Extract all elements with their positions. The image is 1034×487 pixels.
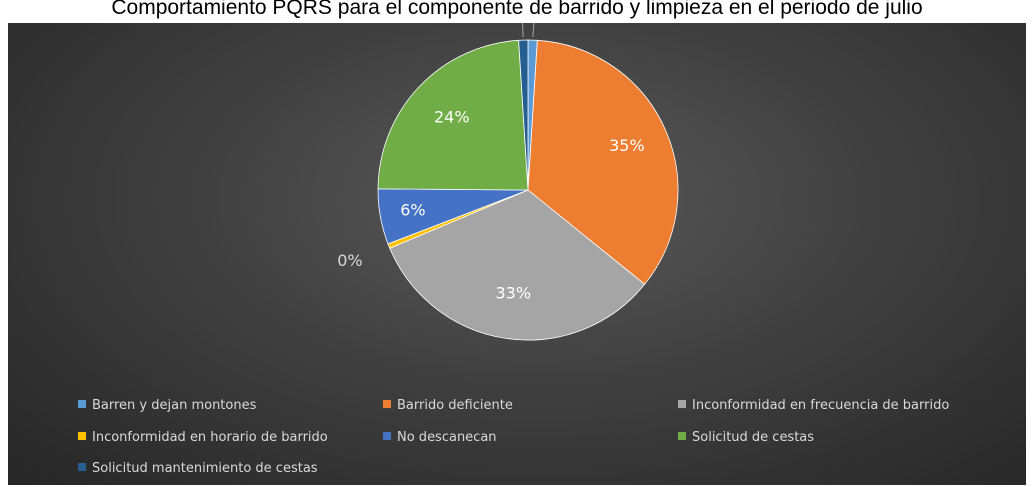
legend-item-solicitud-de-cestas: Solicitud de cestas [678, 430, 814, 446]
pie-slice-solicitud-de-cestas [377, 39, 529, 191]
legend-label: Barren y dejan montones [92, 398, 257, 413]
legend-label: Barrido deficiente [397, 398, 513, 413]
legend-item-inconformidad-en-horario-de-barrido: Inconformidad en horario de barrido [78, 430, 328, 446]
pie-slice-inconformidad-en-frecuencia-de-barrido [389, 189, 646, 341]
data-label-inconformidad-en-horario-de-barrido: 0% [337, 251, 362, 270]
legend-swatch [383, 432, 391, 440]
leader-line-barren-y-dejan-montones [532, 23, 535, 38]
data-label-inconformidad-en-frecuencia-de-barrido: 33% [495, 283, 531, 302]
legend-swatch [78, 400, 86, 408]
legend-label: Inconformidad en horario de barrido [92, 430, 328, 445]
pie-slice-solicitud-mantenimiento-de-cestas [518, 39, 529, 191]
pie-slice-barrido-deficiente [527, 39, 679, 285]
legend-label: Solicitud mantenimiento de cestas [92, 461, 318, 476]
chart-caption: Comportamiento PQRS para el componente d… [111, 0, 923, 19]
data-label-barrido-deficiente: 35% [609, 136, 645, 155]
legend-swatch [678, 400, 686, 408]
leader-line-solicitud-mantenimiento-de-cestas [521, 23, 524, 38]
legend-item-no-descanecan: No descanecan [383, 430, 497, 446]
pie-chart: 1%35%33%0%6%24%1% [337, 23, 679, 341]
legend-label: Inconformidad en frecuencia de barrido [692, 398, 950, 413]
legend-item-barrido-deficiente: Barrido deficiente [383, 398, 513, 414]
chart-area: 1%35%33%0%6%24%1% Barren y dejan montone… [8, 23, 1026, 485]
legend-swatch [78, 432, 86, 440]
data-label-solicitud-de-cestas: 24% [434, 107, 470, 126]
legend-item-solicitud-mantenimiento-de-cestas: Solicitud mantenimiento de cestas [78, 461, 318, 477]
legend-label: No descanecan [397, 430, 497, 445]
legend-label: Solicitud de cestas [692, 430, 815, 445]
legend-swatch [678, 432, 686, 440]
legend-item-barren-y-dejan-montones: Barren y dejan montones [78, 398, 256, 414]
legend-swatch [78, 463, 86, 471]
legend-swatch [383, 400, 391, 408]
data-label-no-descanecan: 6% [400, 200, 425, 219]
legend-item-inconformidad-en-frecuencia-de-barrido: Inconformidad en frecuencia de barrido [678, 398, 949, 414]
